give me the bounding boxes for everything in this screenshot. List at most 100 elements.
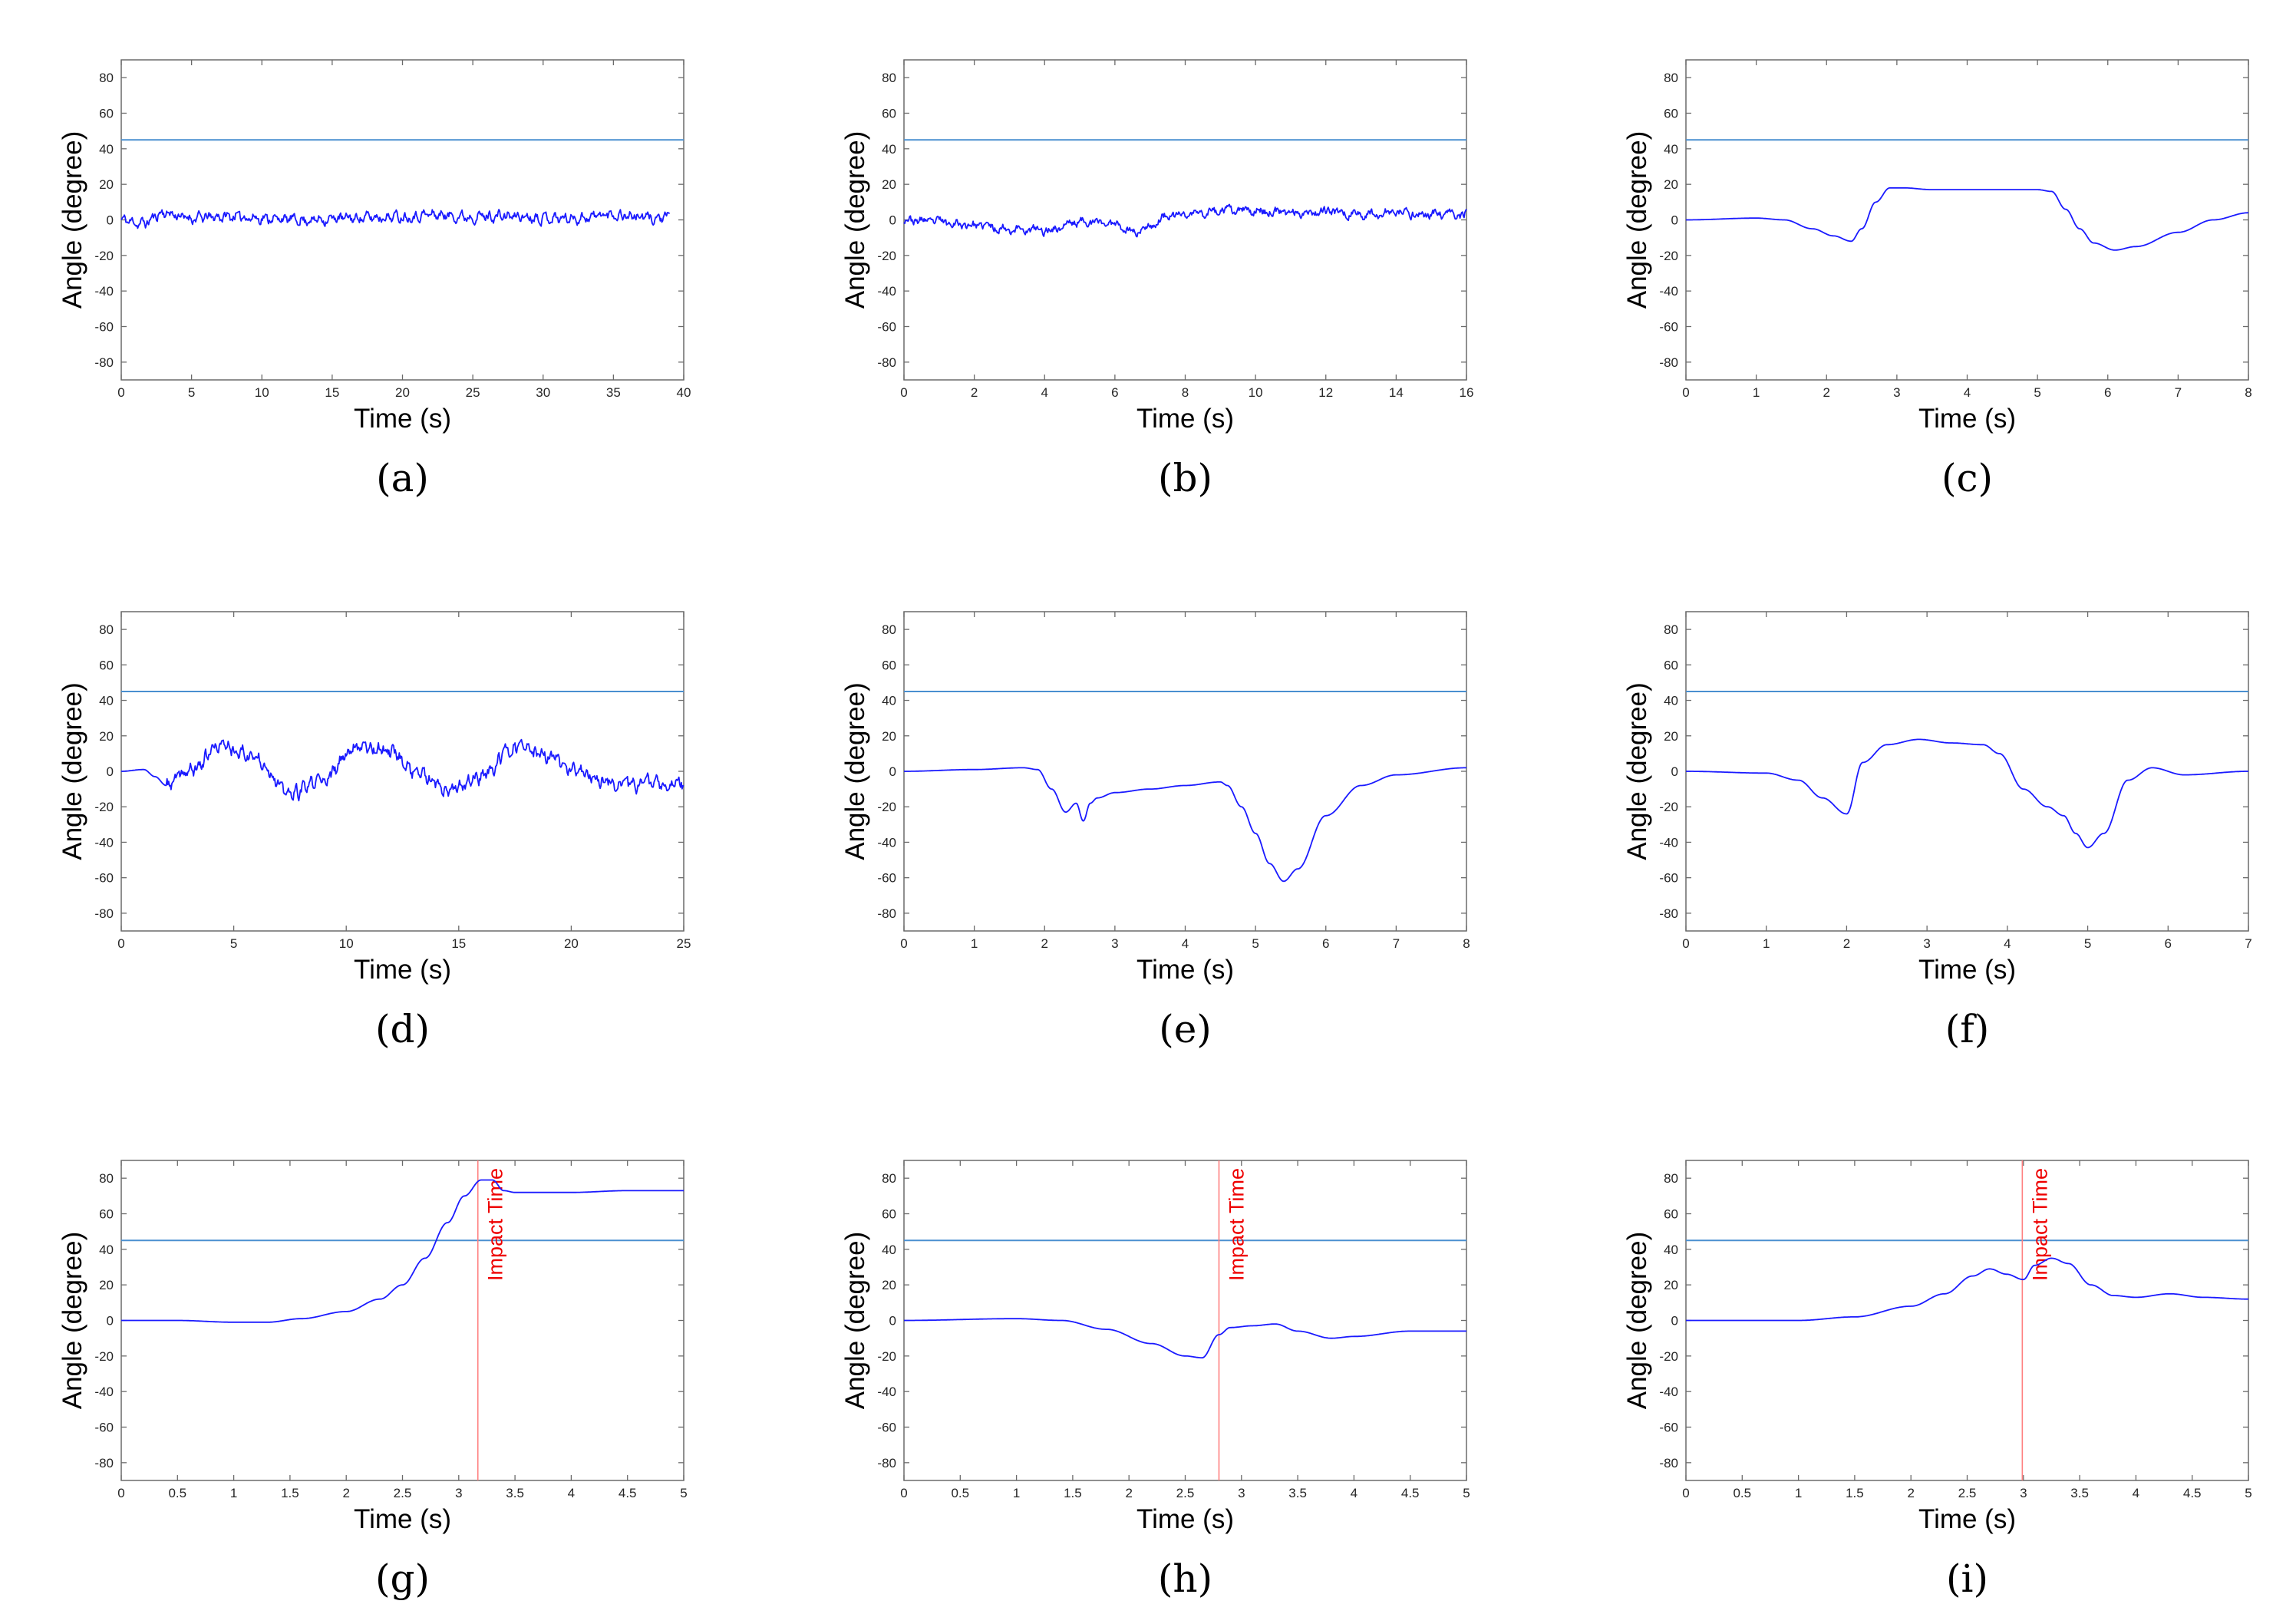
y-tick-label: 20 <box>1664 1278 1678 1292</box>
y-tick-label: 40 <box>882 694 896 708</box>
x-tick-label: 35 <box>606 385 621 400</box>
y-tick-label: -60 <box>1659 320 1678 335</box>
x-tick-label: 1 <box>1753 385 1760 400</box>
x-tick-label: 6 <box>2104 385 2111 400</box>
x-tick-label: 8 <box>1182 385 1189 400</box>
y-tick-label: -60 <box>94 320 114 335</box>
x-tick-label: 20 <box>395 385 410 400</box>
axes-frame <box>120 1160 685 1481</box>
x-tick-label: 3 <box>455 1486 462 1500</box>
x-tick-label: 0 <box>1682 1486 1689 1500</box>
impact-time-label: Impact Time <box>2028 1168 2051 1281</box>
x-tick-label: 1 <box>1763 936 1770 951</box>
y-tick-label: 20 <box>1664 177 1678 192</box>
x-tick-label: 20 <box>564 936 579 951</box>
y-tick-label: -40 <box>877 835 896 850</box>
y-tick-label: 60 <box>882 107 896 121</box>
series-line-angle <box>903 203 1467 238</box>
series-line-angle <box>121 1179 684 1323</box>
y-tick-label: 60 <box>99 658 114 672</box>
panel-caption: (c) <box>1941 456 1993 500</box>
y-tick-label: 0 <box>889 213 896 228</box>
x-tick-label: 6 <box>1322 936 1329 951</box>
y-tick-label: 0 <box>889 1314 896 1328</box>
series-line-angle <box>120 209 670 229</box>
x-tick-label: 5 <box>188 385 195 400</box>
y-tick-label: -20 <box>1659 1349 1678 1364</box>
y-tick-label: -60 <box>94 1421 114 1435</box>
x-tick-label: 4 <box>1351 1486 1357 1500</box>
chart-panel-b: 0 2 4 6 8 10 12 14 16 -80 -60 -40 -20 0 20 40 60 80 Time (… <box>840 59 1474 500</box>
x-tick-label: 5 <box>1463 1486 1470 1500</box>
y-tick-label: 80 <box>99 622 114 637</box>
chart-panel-c: 0 1 2 3 4 5 6 7 8 -80 -60 -40 -20 0 20 40 60 80 Time (s) An… <box>1622 59 2252 500</box>
y-tick-label: -20 <box>1659 249 1678 263</box>
y-axis-label: Angle (degree) <box>840 131 870 309</box>
x-tick-label: 16 <box>1460 385 1474 400</box>
y-tick-label: 0 <box>1671 1314 1678 1328</box>
y-tick-label: 40 <box>99 1243 114 1257</box>
y-tick-label: 20 <box>99 1278 114 1292</box>
x-tick-label: 8 <box>1463 936 1470 951</box>
x-tick-label: 1 <box>971 936 978 951</box>
chart-panel-a: 0 5 10 15 20 25 30 35 40 -80 -60 -40 -20 0 20 40 60 80 Tim… <box>58 59 691 500</box>
chart-panel-f: 0 1 2 3 4 5 6 7 -80 -60 -40 -20 0 20 40 60 80 Time (s) Ang… <box>1622 611 2252 1051</box>
y-tick-label: -20 <box>94 800 114 814</box>
x-tick-label: 4 <box>2004 936 2011 951</box>
x-tick-label: 6 <box>2165 936 2172 951</box>
x-tick-label: 2 <box>1125 1486 1132 1500</box>
axes-frame <box>903 1160 1467 1481</box>
x-axis-label: Time (s) <box>1136 1504 1234 1534</box>
panel-caption: (b) <box>1158 456 1212 500</box>
x-tick-label: 10 <box>1249 385 1263 400</box>
x-tick-label: 0.5 <box>1733 1486 1751 1500</box>
x-tick-label: 10 <box>255 385 269 400</box>
y-tick-label: 40 <box>1664 142 1678 157</box>
y-tick-label: 0 <box>107 1314 114 1328</box>
x-tick-label: 0 <box>117 385 124 400</box>
x-tick-label: 5 <box>2245 1486 2251 1500</box>
y-tick-label: 20 <box>882 729 896 744</box>
x-tick-label: 15 <box>451 936 466 951</box>
y-tick-label: -80 <box>94 906 114 921</box>
y-axis-label: Angle (degree) <box>840 1232 870 1410</box>
axes-frame <box>120 611 685 932</box>
y-tick-label: 80 <box>882 71 896 85</box>
y-axis-label: Angle (degree) <box>1622 682 1652 860</box>
x-tick-label: 8 <box>2245 385 2251 400</box>
y-tick-label: -80 <box>94 355 114 370</box>
y-tick-label: 60 <box>99 107 114 121</box>
x-axis-label: Time (s) <box>1918 1504 2016 1534</box>
x-tick-label: 1.5 <box>1846 1486 1864 1500</box>
x-tick-label: 0 <box>900 1486 907 1500</box>
y-tick-label: 80 <box>882 1171 896 1186</box>
y-tick-label: 60 <box>1664 658 1678 672</box>
x-tick-label: 25 <box>466 385 480 400</box>
panel-caption: (i) <box>1946 1556 1988 1601</box>
y-tick-label: 40 <box>99 694 114 708</box>
y-tick-label: -20 <box>877 1349 896 1364</box>
y-tick-label: 60 <box>882 1207 896 1222</box>
y-tick-label: 80 <box>99 1171 114 1186</box>
y-tick-label: -40 <box>877 1385 896 1399</box>
y-tick-label: -20 <box>877 800 896 814</box>
x-tick-label: 25 <box>677 936 691 951</box>
y-tick-label: -40 <box>1659 284 1678 299</box>
x-tick-label: 0 <box>117 936 124 951</box>
x-tick-label: 4.5 <box>2183 1486 2202 1500</box>
x-tick-label: 12 <box>1318 385 1333 400</box>
x-tick-label: 6 <box>1111 385 1118 400</box>
series-line-angle <box>904 1318 1466 1359</box>
x-tick-label: 5 <box>2034 385 2040 400</box>
y-tick-label: -60 <box>1659 871 1678 886</box>
axes-frame <box>903 611 1467 932</box>
y-axis-label: Angle (degree) <box>1622 1232 1652 1410</box>
x-tick-label: 1.5 <box>281 1486 299 1500</box>
y-tick-label: -40 <box>94 835 114 850</box>
series-line-angle <box>1686 1257 2248 1322</box>
impact-time-label: Impact Time <box>484 1168 507 1281</box>
y-tick-label: 0 <box>107 764 114 779</box>
series-line-angle <box>904 767 1466 883</box>
x-axis-label: Time (s) <box>1918 404 2016 434</box>
x-tick-label: 2 <box>1823 385 1830 400</box>
